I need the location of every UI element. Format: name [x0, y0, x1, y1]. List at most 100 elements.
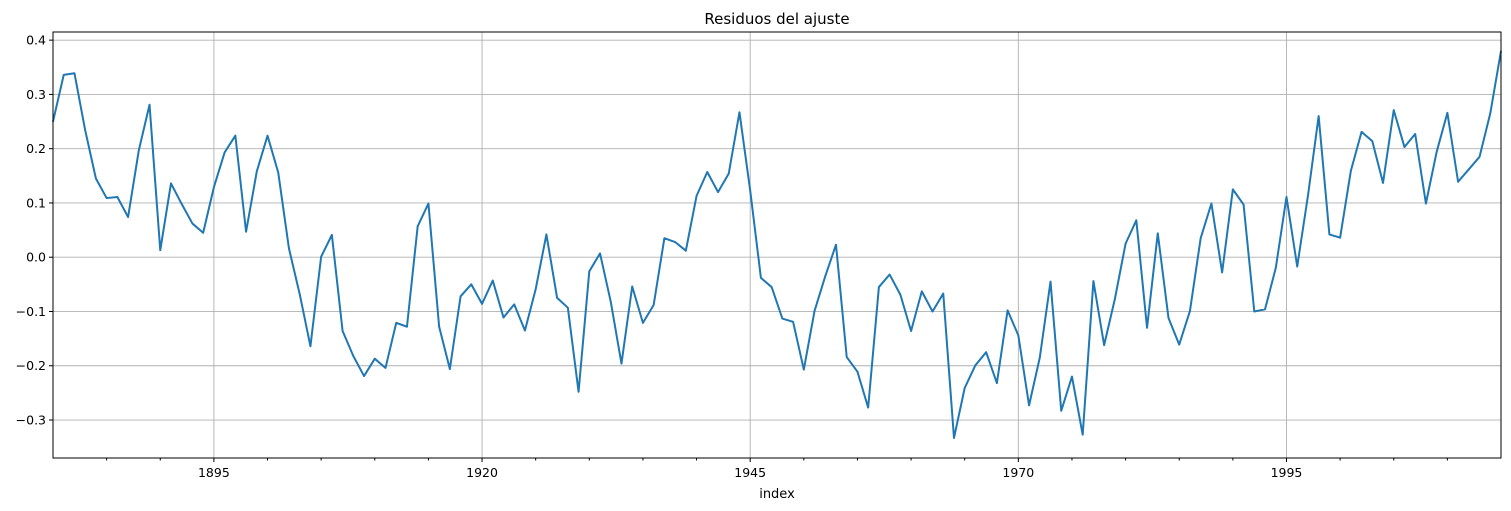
data-point	[652, 304, 655, 306]
data-point	[1435, 151, 1438, 153]
x-tick-label: 1895	[198, 465, 230, 480]
data-point	[277, 171, 280, 174]
data-point	[1489, 112, 1492, 115]
y-tick-label: 0.1	[26, 195, 46, 210]
data-point	[159, 249, 162, 251]
data-point	[180, 203, 183, 205]
data-point	[545, 233, 548, 236]
data-point	[856, 370, 859, 373]
data-point	[1221, 271, 1223, 274]
data-point	[835, 243, 837, 246]
data-point	[749, 189, 751, 192]
data-point	[502, 316, 505, 319]
data-point	[363, 375, 365, 377]
data-point	[352, 355, 355, 357]
data-point	[1156, 232, 1159, 235]
data-point	[824, 275, 827, 278]
x-tick-label: 1970	[1002, 465, 1034, 480]
data-point	[631, 285, 633, 288]
data-point	[298, 293, 301, 295]
data-point	[706, 171, 709, 173]
data-point	[685, 249, 687, 252]
data-point	[449, 368, 451, 370]
y-tick-label: 0.2	[26, 141, 46, 156]
data-point	[1232, 188, 1234, 191]
data-point	[1339, 236, 1341, 239]
data-point	[62, 74, 65, 76]
data-point	[1425, 202, 1427, 205]
data-point	[1285, 196, 1288, 198]
data-point	[1081, 433, 1084, 436]
data-point	[770, 286, 773, 288]
plot-frame	[52, 31, 1502, 459]
y-tick-label: 0.0	[26, 250, 46, 265]
data-point	[642, 322, 644, 324]
data-point	[1038, 356, 1041, 359]
data-point	[438, 325, 440, 328]
data-point	[309, 345, 312, 348]
data-point	[1478, 156, 1481, 158]
data-point	[781, 317, 784, 320]
data-point	[1178, 343, 1181, 346]
data-point	[727, 172, 730, 175]
data-point	[1371, 140, 1374, 142]
data-point	[73, 72, 76, 75]
data-point	[996, 382, 998, 384]
data-point	[213, 186, 215, 189]
data-point	[1468, 168, 1470, 171]
data-point	[803, 368, 805, 371]
data-point	[1253, 310, 1256, 313]
data-point	[116, 196, 119, 198]
data-point	[1049, 280, 1052, 283]
y-tick-label: −0.3	[16, 413, 46, 428]
data-point	[524, 329, 526, 332]
data-point	[481, 303, 483, 305]
data-point	[84, 129, 86, 132]
data-point	[609, 300, 612, 303]
data-point	[331, 234, 333, 236]
data-point	[974, 364, 977, 367]
data-point	[813, 310, 816, 312]
y-tick-label: −0.1	[16, 304, 46, 319]
y-tick-label: 0.3	[26, 87, 46, 102]
data-point	[1382, 182, 1384, 184]
x-tick-label: 1920	[466, 465, 498, 480]
data-point	[717, 191, 719, 193]
data-point	[234, 134, 237, 137]
data-point	[588, 270, 591, 273]
data-point	[674, 241, 676, 243]
data-point	[1135, 219, 1138, 222]
series-layer	[52, 50, 1502, 439]
data-point	[373, 357, 376, 360]
data-point	[105, 197, 108, 199]
data-point	[931, 310, 934, 313]
data-point	[845, 356, 848, 358]
data-point	[1360, 131, 1363, 133]
data-point	[245, 230, 247, 233]
data-point	[985, 351, 987, 353]
data-point	[910, 330, 912, 332]
data-point	[1457, 180, 1459, 183]
data-point	[1242, 203, 1245, 206]
data-point	[1350, 170, 1352, 172]
axes	[52, 31, 1502, 459]
data-point	[406, 325, 408, 328]
data-point	[792, 320, 794, 323]
data-point	[921, 290, 923, 293]
data-point	[255, 170, 258, 173]
data-point	[1114, 298, 1116, 300]
data-point	[1403, 146, 1406, 148]
data-point	[899, 293, 902, 296]
data-point	[556, 297, 558, 299]
y-tick-label: 0.4	[26, 33, 46, 48]
data-point	[95, 177, 97, 180]
data-point	[1199, 237, 1202, 240]
data-point	[1274, 267, 1277, 269]
data-point	[1317, 115, 1320, 117]
data-point	[663, 237, 666, 240]
data-point	[738, 111, 741, 114]
x-axis-ticks: 1895 1920 1945 1970 1995	[106, 458, 1448, 480]
data-point	[577, 390, 580, 393]
data-point	[567, 306, 569, 309]
data-point	[1210, 202, 1213, 205]
